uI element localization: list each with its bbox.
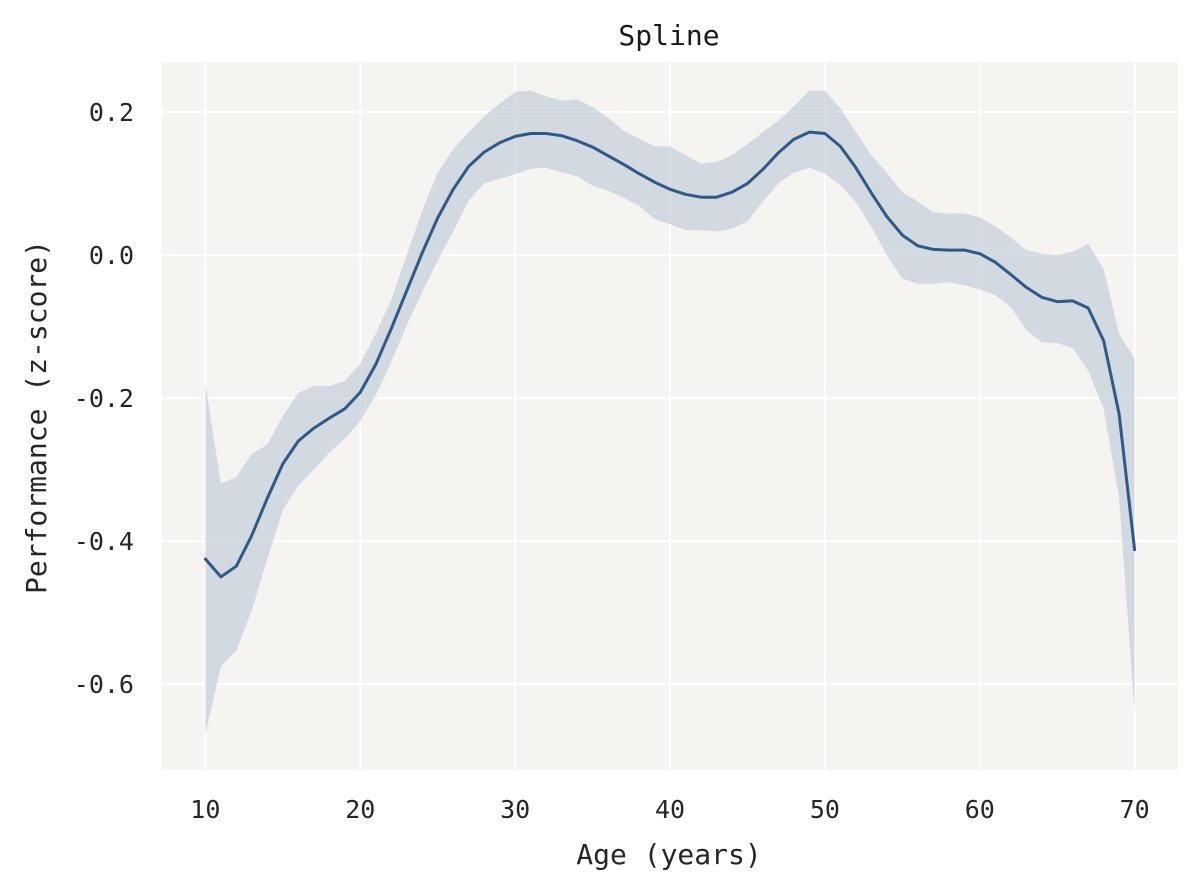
- y-tick-label: -0.6: [74, 670, 134, 699]
- x-tick-label: 40: [655, 795, 685, 824]
- y-axis-label: Performance (z-score): [20, 240, 53, 594]
- x-tick-label: 50: [810, 795, 840, 824]
- y-tick-label: 0.0: [89, 241, 134, 270]
- x-tick-label: 20: [345, 795, 375, 824]
- y-tick-labels: 0.2 0.0 -0.2 -0.4 -0.6: [74, 98, 134, 699]
- x-tick-label: 30: [500, 795, 530, 824]
- confidence-band: [205, 90, 1135, 735]
- chart-title: Spline: [618, 19, 719, 52]
- x-axis-label: Age (years): [576, 838, 761, 871]
- x-tick-labels: 10 20 30 40 50 60 70: [190, 795, 1149, 824]
- x-tick-label: 10: [190, 795, 220, 824]
- spline-line: [203, 130, 1137, 579]
- x-tick-label: 60: [965, 795, 995, 824]
- x-tick-label: 70: [1120, 795, 1150, 824]
- y-tick-label: 0.2: [89, 98, 134, 127]
- y-tick-label: -0.2: [74, 384, 134, 413]
- y-tick-label: -0.4: [74, 527, 134, 556]
